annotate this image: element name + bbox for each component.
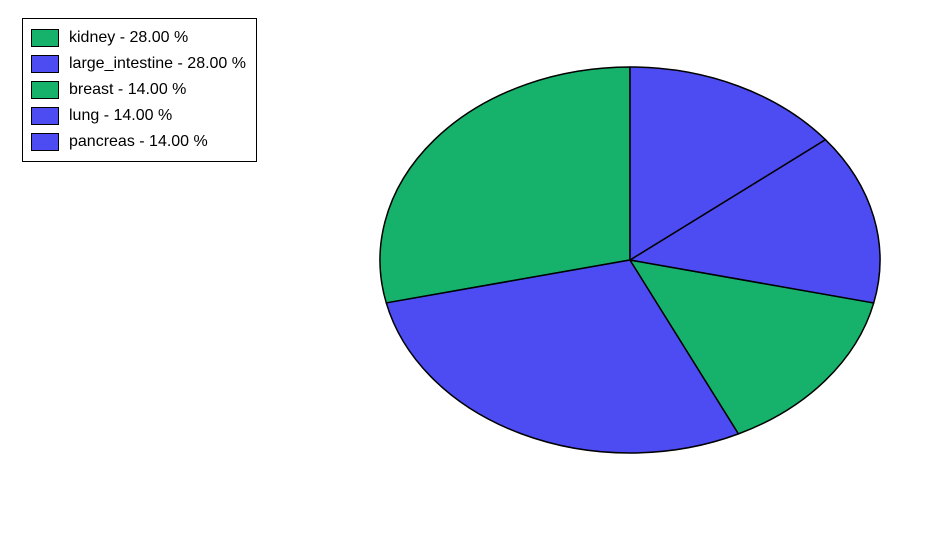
legend-label-lung: lung - 14.00 %	[69, 107, 172, 125]
legend-swatch-pancreas	[31, 133, 59, 151]
legend-label-breast: breast - 14.00 %	[69, 81, 186, 99]
legend-swatch-lung	[31, 107, 59, 125]
legend-item-large_intestine: large_intestine - 28.00 %	[31, 51, 246, 77]
legend-item-pancreas: pancreas - 14.00 %	[31, 129, 246, 155]
legend-label-large_intestine: large_intestine - 28.00 %	[69, 55, 246, 73]
legend-item-lung: lung - 14.00 %	[31, 103, 246, 129]
pie-chart	[370, 60, 890, 460]
legend-label-pancreas: pancreas - 14.00 %	[69, 133, 208, 151]
legend-label-kidney: kidney - 28.00 %	[69, 29, 188, 47]
legend-swatch-kidney	[31, 29, 59, 47]
legend-swatch-large_intestine	[31, 55, 59, 73]
legend-item-kidney: kidney - 28.00 %	[31, 25, 246, 51]
legend-swatch-breast	[31, 81, 59, 99]
legend-item-breast: breast - 14.00 %	[31, 77, 246, 103]
legend-box: kidney - 28.00 % large_intestine - 28.00 …	[22, 18, 257, 162]
